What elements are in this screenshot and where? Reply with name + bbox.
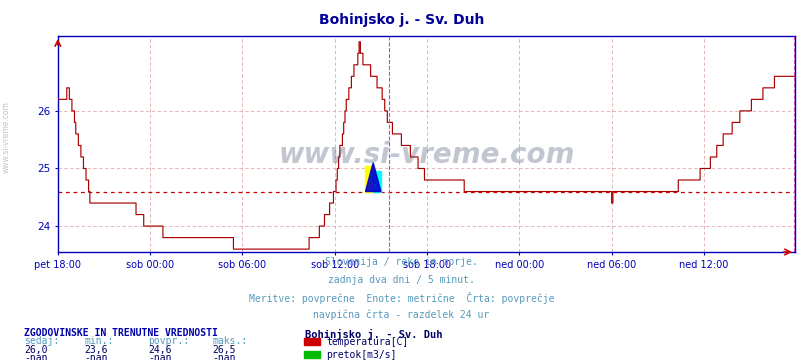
Polygon shape	[365, 163, 380, 192]
Text: 26,0: 26,0	[24, 345, 47, 355]
Text: -nan: -nan	[84, 353, 107, 360]
Text: Slovenija / reke in morje.: Slovenija / reke in morje.	[325, 257, 477, 267]
Text: www.si-vreme.com: www.si-vreme.com	[277, 141, 574, 169]
Text: 23,6: 23,6	[84, 345, 107, 355]
Text: Meritve: povprečne  Enote: metrične  Črta: povprečje: Meritve: povprečne Enote: metrične Črta:…	[249, 292, 553, 304]
Text: ZGODOVINSKE IN TRENUTNE VREDNOSTI: ZGODOVINSKE IN TRENUTNE VREDNOSTI	[24, 328, 217, 338]
Text: povpr.:: povpr.:	[148, 336, 189, 346]
Text: min.:: min.:	[84, 336, 114, 346]
Text: pretok[m3/s]: pretok[m3/s]	[326, 350, 396, 360]
Text: temperatura[C]: temperatura[C]	[326, 337, 407, 347]
Text: sedaj:: sedaj:	[24, 336, 59, 346]
Text: -nan: -nan	[24, 353, 47, 360]
Text: -nan: -nan	[213, 353, 236, 360]
Text: maks.:: maks.:	[213, 336, 248, 346]
Text: Bohinjsko j. - Sv. Duh: Bohinjsko j. - Sv. Duh	[318, 13, 484, 27]
Text: -nan: -nan	[148, 353, 172, 360]
Text: zadnja dva dni / 5 minut.: zadnja dva dni / 5 minut.	[328, 275, 474, 285]
Text: 24,6: 24,6	[148, 345, 172, 355]
Text: navpična črta - razdelek 24 ur: navpična črta - razdelek 24 ur	[313, 309, 489, 320]
Text: www.si-vreme.com: www.si-vreme.com	[2, 101, 11, 173]
Text: Bohinjsko j. - Sv. Duh: Bohinjsko j. - Sv. Duh	[305, 329, 442, 341]
Text: 26,5: 26,5	[213, 345, 236, 355]
